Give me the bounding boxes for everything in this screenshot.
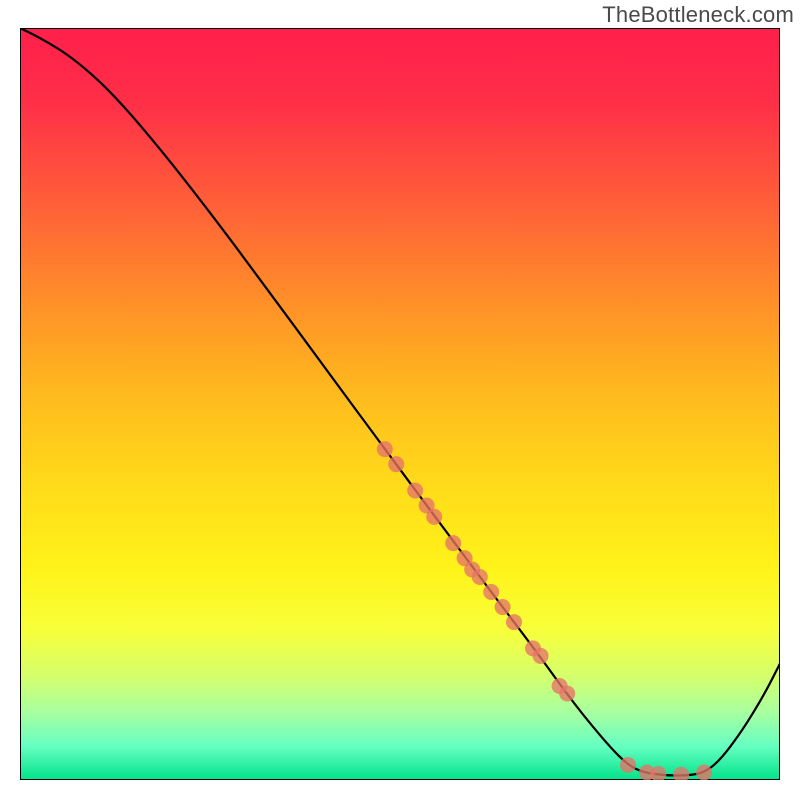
watermark-label: TheBottleneck.com <box>602 2 794 28</box>
data-marker <box>472 569 488 585</box>
data-marker <box>388 456 404 472</box>
bottleneck-curve <box>20 28 780 775</box>
data-marker <box>559 686 575 702</box>
data-marker <box>495 599 511 615</box>
data-marker <box>620 757 636 773</box>
plot-area <box>20 28 780 780</box>
chart-container: TheBottleneck.com <box>0 0 800 800</box>
data-marker <box>426 509 442 525</box>
data-marker <box>445 535 461 551</box>
data-marker <box>533 648 549 664</box>
plot-border <box>20 28 780 780</box>
data-marker <box>407 482 423 498</box>
data-marker <box>506 614 522 630</box>
data-marker <box>377 441 393 457</box>
data-markers <box>377 441 712 780</box>
chart-foreground <box>20 28 780 780</box>
data-marker <box>483 584 499 600</box>
data-marker <box>696 764 712 780</box>
data-marker <box>673 767 689 780</box>
